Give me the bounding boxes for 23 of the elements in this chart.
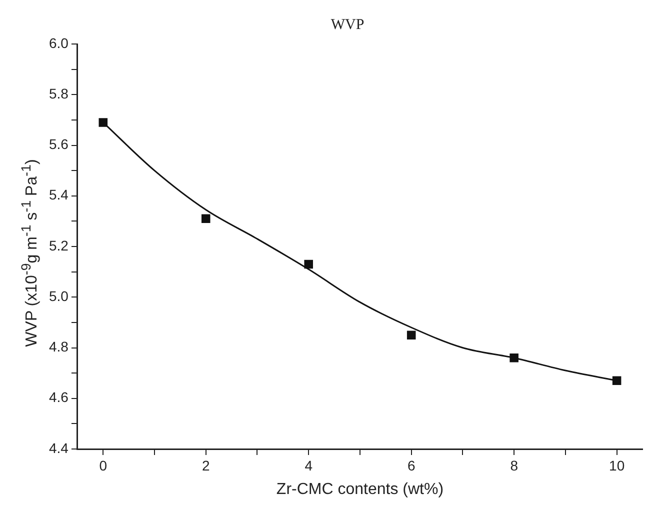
y-tick-label: 5.0: [48, 288, 69, 304]
x-tick-label: 4: [304, 457, 313, 474]
y-tick-label: 5.8: [48, 85, 69, 102]
y-tick-label: 5.2: [48, 237, 69, 254]
x-tick-label: 2: [202, 457, 210, 474]
x-tick-label: 10: [609, 457, 625, 474]
x-tick-label: 8: [510, 457, 518, 474]
point: [612, 376, 622, 386]
x-tick-label: 0: [99, 457, 108, 474]
x-axis-title: Zr-CMC contents (wt%): [276, 480, 444, 498]
point: [98, 118, 108, 127]
point: [406, 330, 416, 340]
point: [201, 214, 210, 224]
chart-title: WVP: [330, 16, 364, 33]
y-tick-label: 4.8: [48, 338, 69, 355]
x-tick-label: 6: [407, 457, 416, 474]
y-tick-label: 5.4: [48, 186, 69, 203]
y-tick-label: 4.4: [48, 440, 69, 456]
y-tick-label: 5.6: [48, 136, 69, 152]
point: [304, 260, 314, 269]
y-tick-label: 4.6: [48, 389, 69, 406]
y-tick-label: 6.0: [48, 34, 69, 51]
point: [510, 353, 518, 362]
